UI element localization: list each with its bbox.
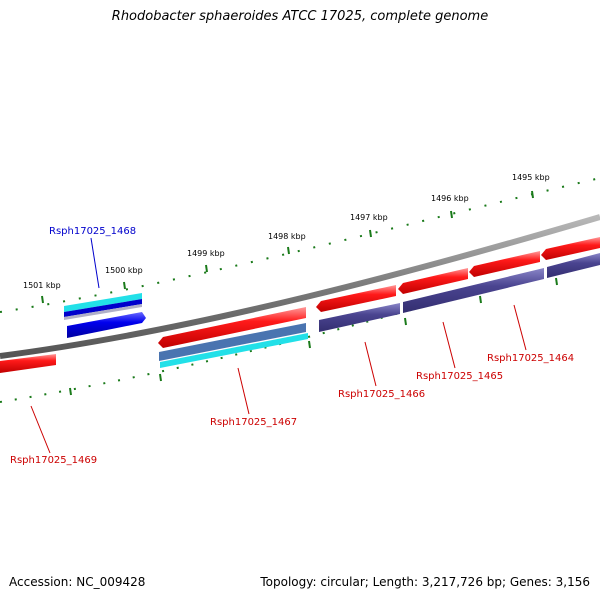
leader-line-1464 <box>513 304 527 351</box>
ruler-major-ticks <box>41 190 534 304</box>
leader-line-1469 <box>30 405 51 454</box>
feature-bar-1468-navy <box>64 299 142 317</box>
inner-ruler-major-ticks <box>69 277 558 396</box>
leader-line-1465 <box>442 321 456 369</box>
ruler-tick <box>159 373 162 382</box>
gene-arrow-1465[interactable] <box>398 268 468 294</box>
gene-arrow-1467[interactable] <box>158 307 306 348</box>
ruler-tick <box>123 281 126 290</box>
feature-bar-1467-steel <box>159 323 306 361</box>
gene-label-1464[interactable]: Rsph17025_1464 <box>487 353 574 364</box>
ruler-tick <box>308 340 311 349</box>
gene-label-1468[interactable]: Rsph17025_1468 <box>49 226 136 237</box>
map-title: Rhodobacter sphaeroides ATCC 17025, comp… <box>111 9 489 24</box>
gene-label-1465[interactable]: Rsph17025_1465 <box>416 371 503 382</box>
gene-arrow-next[interactable] <box>541 237 600 260</box>
genome-summary: Topology: circular; Length: 3,217,726 bp… <box>260 575 590 589</box>
feature-bar-1468-grey <box>64 304 142 320</box>
ruler-label: 1498 kbp <box>268 232 306 241</box>
ruler-label: 1499 kbp <box>187 249 225 258</box>
gene-arrow-1468[interactable] <box>67 312 146 338</box>
ruler-tick <box>369 229 372 238</box>
leader-line-1468 <box>90 237 100 289</box>
gene-arrow-1464[interactable] <box>469 251 540 277</box>
ruler-tick <box>205 264 208 273</box>
accession-label: Accession: NC_009428 <box>9 575 146 589</box>
gene-arrow-1469[interactable] <box>0 354 56 373</box>
leader-lines <box>30 237 527 454</box>
gene-label-1466[interactable]: Rsph17025_1466 <box>338 389 425 400</box>
ruler-tick <box>531 190 534 199</box>
ruler-tick <box>287 246 290 255</box>
leader-line-1466 <box>364 341 377 387</box>
ruler-tick <box>69 387 72 396</box>
gene-label-1467[interactable]: Rsph17025_1467 <box>210 417 297 428</box>
ruler-tick <box>404 317 407 326</box>
feature-bar-1465 <box>403 268 544 313</box>
gene-label-1469[interactable]: Rsph17025_1469 <box>10 455 97 466</box>
ruler-tick <box>555 277 558 286</box>
gene-arrow-1466[interactable] <box>316 285 396 312</box>
ruler-label: 1495 kbp <box>512 173 550 182</box>
feature-bar-1468-cyan <box>64 293 142 312</box>
ruler-label: 1500 kbp <box>105 266 143 275</box>
ruler-label: 1501 kbp <box>23 281 61 290</box>
feature-bar-1466 <box>319 303 400 332</box>
ruler-label: 1496 kbp <box>431 194 469 203</box>
leader-line-1467 <box>237 367 250 415</box>
ruler-tick <box>479 295 482 304</box>
genome-backbone <box>0 214 600 359</box>
feature-bar-1464 <box>547 253 600 278</box>
ruler-tick <box>41 295 44 304</box>
ruler-label: 1497 kbp <box>350 213 388 222</box>
ruler-tick <box>450 210 453 219</box>
feature-bar-1467-cyan <box>160 333 308 368</box>
